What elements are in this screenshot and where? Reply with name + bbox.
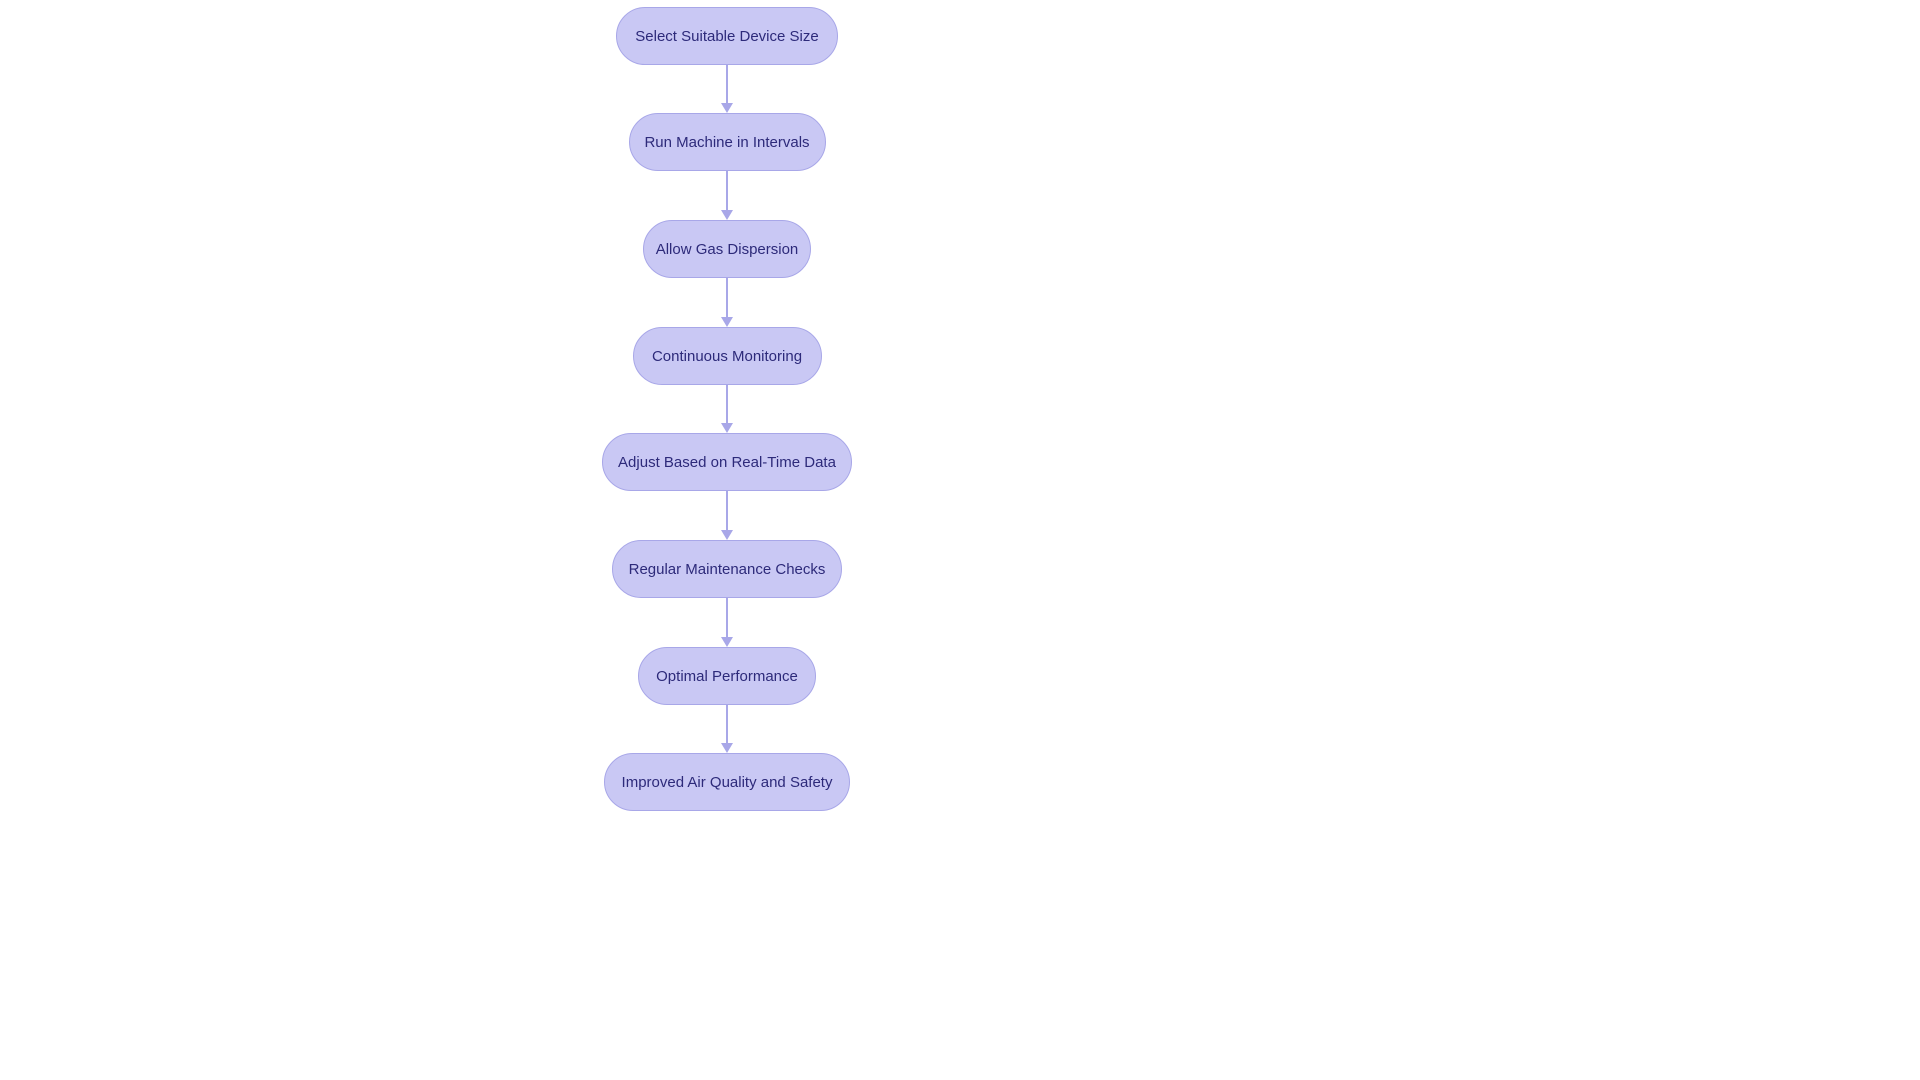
flowchart-edge-arrowhead [721,103,733,113]
flowchart-node: Improved Air Quality and Safety [604,753,850,811]
flowchart-node-label: Continuous Monitoring [652,348,802,365]
flowchart-edge-line [726,598,728,637]
flowchart-node: Select Suitable Device Size [616,7,838,65]
flowchart-node-label: Adjust Based on Real-Time Data [618,454,836,471]
flowchart-node-label: Optimal Performance [656,668,798,685]
flowchart-node: Adjust Based on Real-Time Data [602,433,852,491]
flowchart-edge-arrowhead [721,637,733,647]
flowchart-edge-line [726,705,728,743]
flowchart-edge-line [726,278,728,317]
flowchart-edge-arrowhead [721,423,733,433]
flowchart-node: Run Machine in Intervals [629,113,826,171]
flowchart-edge-arrowhead [721,317,733,327]
flowchart-edge-line [726,385,728,423]
flowchart-edge-arrowhead [721,210,733,220]
flowchart-edge-line [726,171,728,210]
flowchart-node-label: Select Suitable Device Size [635,28,818,45]
flowchart-node-label: Improved Air Quality and Safety [622,774,833,791]
flowchart-node: Regular Maintenance Checks [612,540,842,598]
flowchart-node: Allow Gas Dispersion [643,220,811,278]
flowchart-canvas: Select Suitable Device Size Run Machine i… [0,0,1920,1080]
flowchart-edge-line [726,65,728,103]
flowchart-node-label: Regular Maintenance Checks [629,561,826,578]
flowchart-node: Continuous Monitoring [633,327,822,385]
flowchart-edge-arrowhead [721,530,733,540]
flowchart-edge-line [726,491,728,530]
flowchart-node-label: Allow Gas Dispersion [656,241,799,258]
flowchart-edge-arrowhead [721,743,733,753]
flowchart-node-label: Run Machine in Intervals [644,134,809,151]
flowchart-node: Optimal Performance [638,647,816,705]
